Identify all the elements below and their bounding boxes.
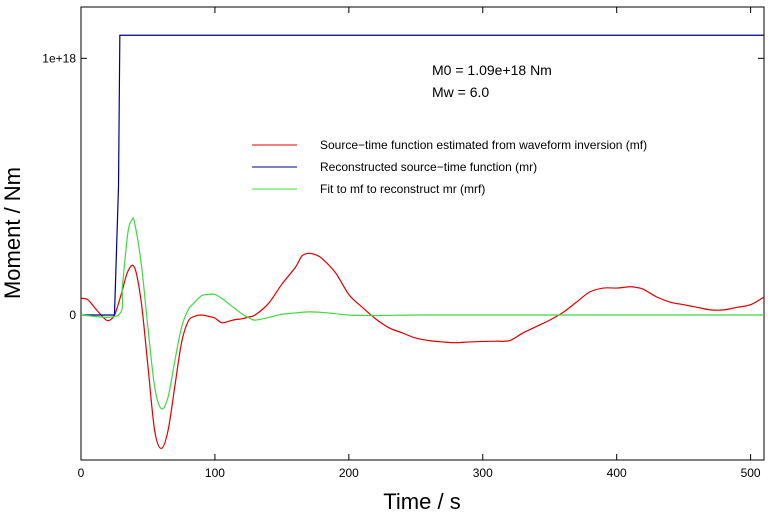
x-tick-label: 200 — [339, 466, 359, 480]
axis-ticks: 0 100 200 300 400 500 0 1e+18 — [42, 7, 764, 480]
legend-label-mr: Reconstructed source−time function (mr) — [320, 160, 537, 174]
x-tick-label: 0 — [78, 466, 85, 480]
series-line-mf — [80, 252, 765, 450]
x-tick-label: 100 — [205, 466, 225, 480]
x-tick-label: 400 — [607, 466, 627, 480]
y-tick-label: 0 — [69, 308, 76, 322]
plot-frame — [80, 6, 765, 461]
y-tick-label: 1e+18 — [42, 51, 76, 65]
legend-label-mrf: Fit to mf to reconstruct mr (mrf) — [320, 182, 485, 196]
legend: Source−time function estimated from wave… — [252, 138, 647, 196]
annotation-m0: M0 = 1.09e+18 Nm — [432, 62, 552, 78]
series-line-mr — [81, 34, 764, 316]
x-tick-label: 300 — [473, 466, 493, 480]
series-layer — [80, 34, 765, 450]
x-tick-label: 500 — [741, 466, 761, 480]
annotation-mw: Mw = 6.0 — [432, 84, 489, 100]
x-axis-title: Time / s — [383, 489, 460, 512]
legend-label-mf: Source−time function estimated from wave… — [320, 138, 647, 152]
series-line-mrf — [80, 217, 764, 410]
y-axis-title: Moment / Nm — [0, 167, 25, 299]
